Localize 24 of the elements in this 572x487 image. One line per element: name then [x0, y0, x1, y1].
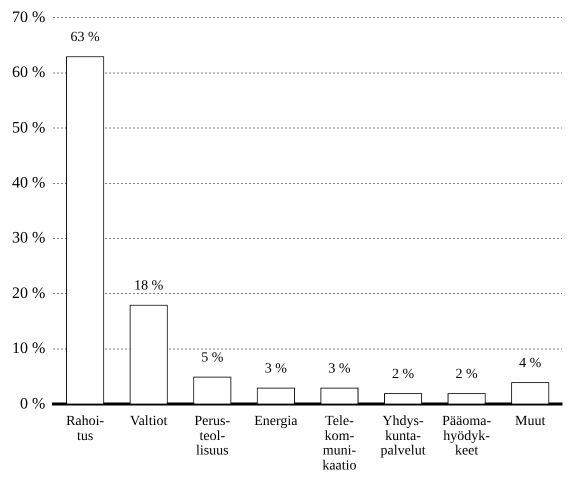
y-tick-label: 10 % [12, 340, 46, 358]
x-tick-label: Pääoma- hyödyk- keet [442, 414, 492, 459]
data-label: 3 % [264, 361, 288, 376]
data-label: 3 % [328, 361, 351, 376]
x-tick-label: Yhdys- kunta- palvelut [380, 414, 426, 459]
x-tick-label: Valtiot [130, 414, 168, 430]
data-label: 5 % [201, 350, 224, 366]
y-tick-label: 30 % [12, 230, 46, 247]
y-tick-label: 60 % [12, 64, 46, 82]
y-tick-label: 20 % [12, 284, 46, 302]
data-label: 4 % [519, 356, 542, 371]
data-label: 2 % [392, 366, 414, 382]
x-tick-label: Muut [515, 414, 546, 430]
y-tick-label: 50 % [12, 119, 46, 136]
x-tick-label: Rahoi- tus [66, 414, 105, 444]
data-label: 63 % [70, 30, 100, 45]
y-tick-label: 0 % [20, 395, 46, 412]
x-tick-label: Energia [254, 414, 298, 430]
x-tick-label: Perus- teol- lisuus [194, 414, 231, 459]
data-label: 18 % [134, 278, 164, 294]
data-label: 2 % [456, 366, 478, 382]
x-tick-label: Tele- kom- muni- kaatio [322, 414, 357, 474]
y-tick-label: 40 % [12, 174, 46, 192]
y-tick-label: 70 % [12, 8, 46, 26]
